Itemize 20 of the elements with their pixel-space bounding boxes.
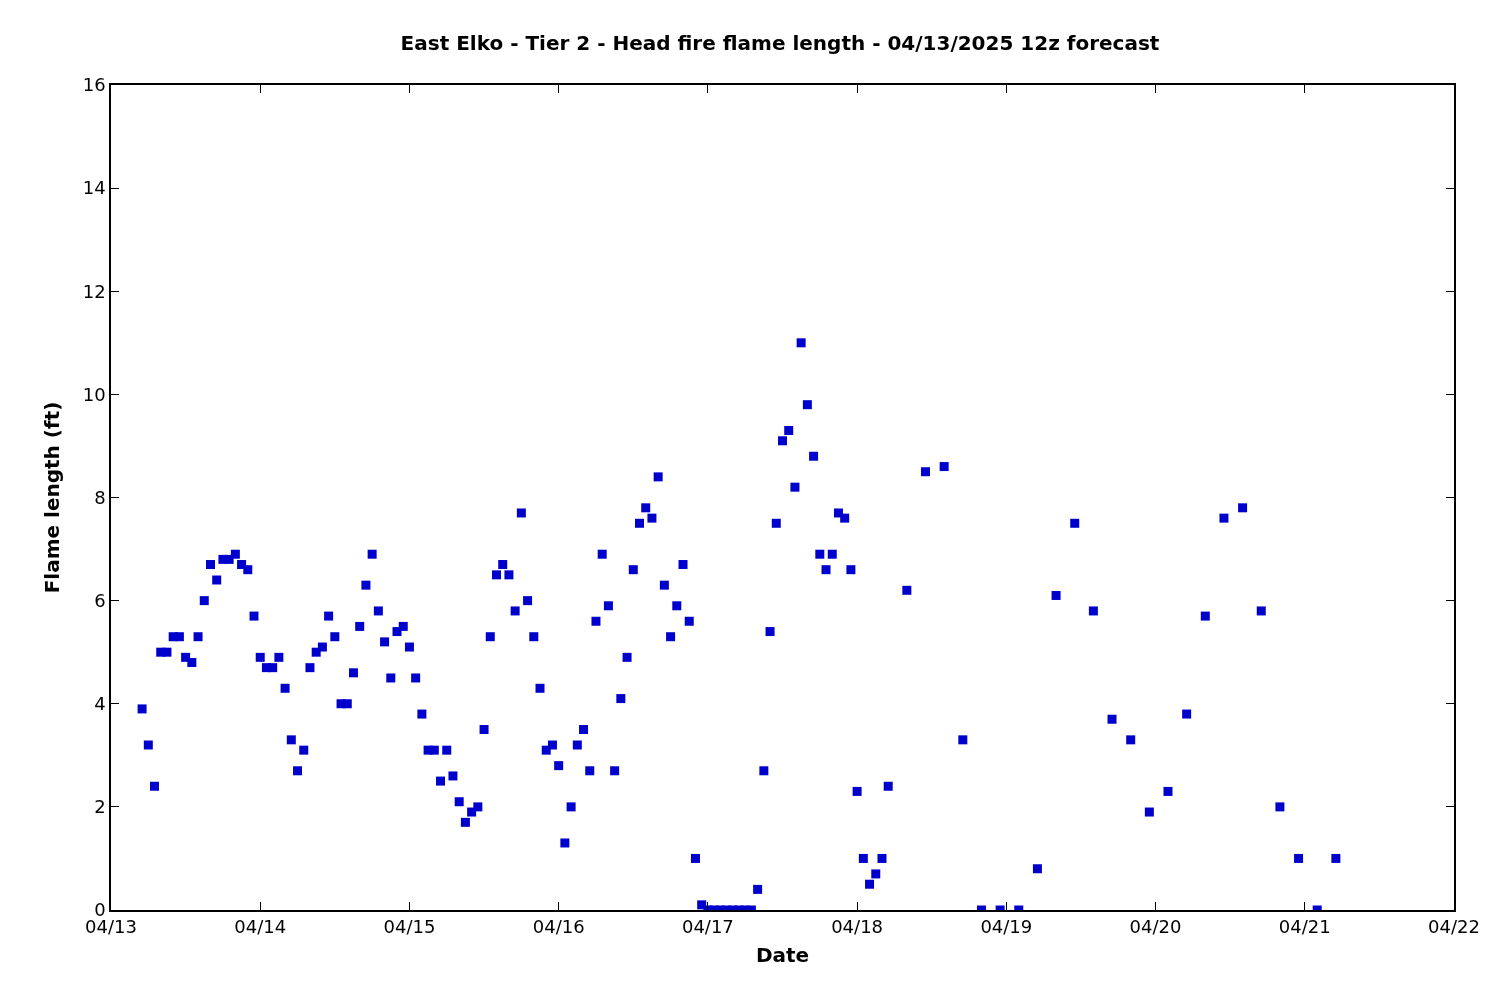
y-tick-label: 2 [94,796,106,818]
x-axis-title: Date [755,943,810,968]
x-tick-label: 04/19 [980,916,1033,938]
y-tick-label: 4 [94,693,106,715]
y-tick-label: 6 [94,589,106,611]
y-axis-title: Flame length (ft) [39,401,64,594]
x-tick-label: 04/21 [1278,916,1331,938]
x-tick-label: 04/14 [234,916,287,938]
y-tick-label: 14 [82,177,106,199]
y-tick-label: 16 [82,74,106,96]
y-tick-label: 10 [82,383,106,405]
y-tick-label: 12 [82,280,106,302]
x-tick-label: 04/16 [532,916,585,938]
chart-title: East Elko - Tier 2 - Head fire flame length - 04/13/2025 12z forecast [400,31,1160,55]
x-tick-label: 04/20 [1129,916,1182,938]
x-tick-label: 04/18 [831,916,884,938]
x-tick-label: 04/15 [383,916,436,938]
x-tick-label: 04/22 [1428,916,1480,938]
y-tick-label: 8 [94,486,106,508]
x-tick-label: 04/17 [681,916,734,938]
